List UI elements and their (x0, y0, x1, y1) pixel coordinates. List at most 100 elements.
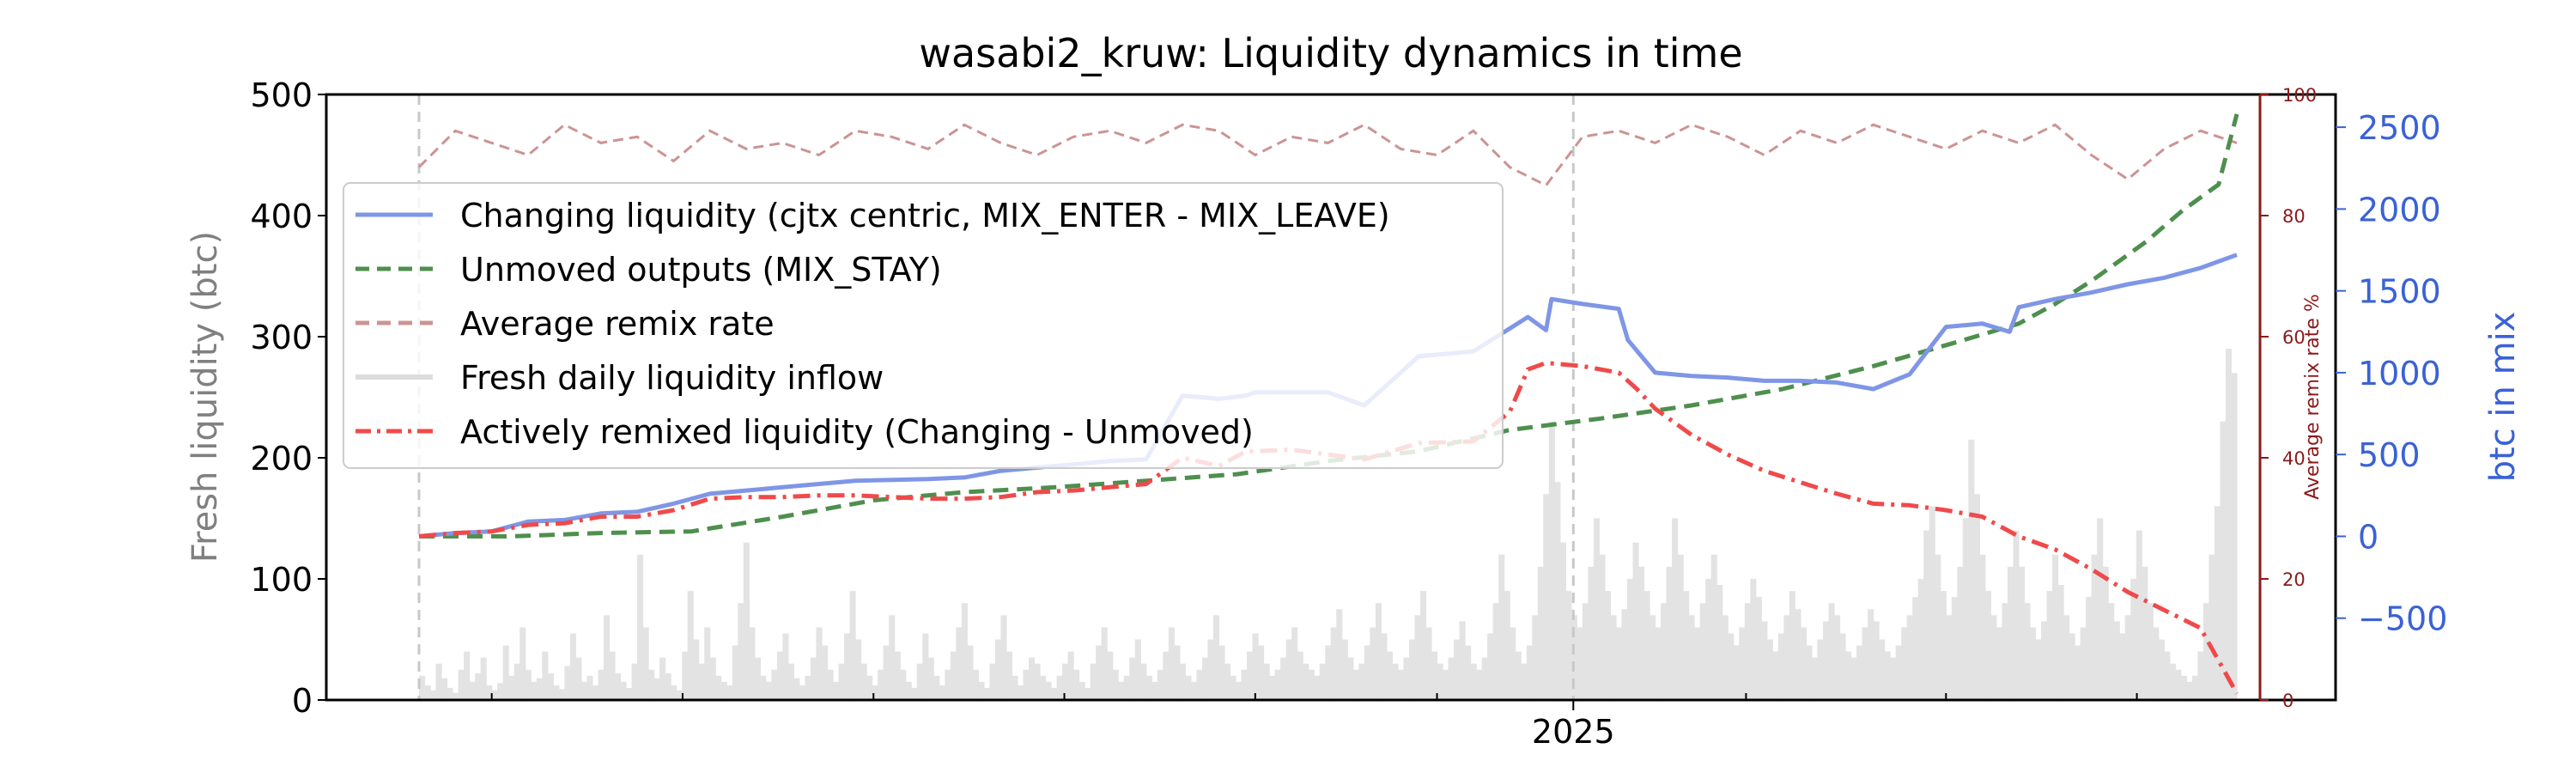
inflow-bar (676, 690, 683, 700)
left-axis-label: Fresh liquidity (btc) (185, 231, 225, 563)
inflow-bar (2086, 597, 2093, 700)
inflow-bar (2029, 627, 2037, 700)
inflow-bar (911, 687, 918, 700)
mix-axis-tick-label: 1000 (2358, 355, 2441, 393)
inflow-bar (883, 645, 890, 700)
inflow-bar (866, 675, 873, 700)
inflow-bar (1073, 669, 1080, 700)
inflow-bar (2142, 566, 2148, 700)
inflow-bar (1230, 675, 1236, 700)
inflow-bar (1537, 566, 1544, 700)
inflow-bar (2197, 651, 2204, 700)
inflow-bar (441, 678, 448, 700)
inflow-bar (1314, 675, 1321, 700)
inflow-bar (1906, 615, 1913, 700)
inflow-bar (983, 687, 991, 700)
inflow-bar (1448, 657, 1455, 700)
inflow-bar (833, 681, 840, 700)
inflow-bar (838, 663, 845, 700)
inflow-bar (1772, 651, 1779, 700)
fresh-inflow-bars (419, 349, 2238, 700)
inflow-bar (765, 681, 772, 700)
inflow-bar (1526, 645, 1533, 700)
remix-axis-tick-label: 80 (2282, 206, 2306, 227)
inflow-bar (1806, 645, 1813, 700)
inflow-bar (2035, 639, 2042, 700)
inflow-bar (653, 678, 660, 700)
inflow-bar (2208, 554, 2215, 700)
inflow-bar (1212, 615, 1220, 700)
inflow-bar (810, 657, 817, 700)
inflow-bar (464, 651, 471, 700)
inflow-bar (860, 663, 867, 700)
inflow-bar (2214, 506, 2221, 700)
inflow-bar (1890, 657, 1897, 700)
inflow-bar (497, 683, 504, 700)
inflow-bar (1755, 597, 1762, 700)
inflow-bar (950, 651, 957, 700)
inflow-bar (1935, 554, 1941, 700)
inflow-bar (849, 591, 856, 700)
inflow-bar (1750, 579, 1757, 700)
inflow-bar (1666, 566, 1673, 700)
inflow-bar (2191, 675, 2198, 700)
inflow-bar (1386, 651, 1394, 700)
inflow-bar (1638, 566, 1645, 700)
inflow-bar (502, 645, 509, 700)
inflow-bar (1571, 615, 1577, 700)
inflow-bar (1403, 657, 1410, 700)
mix-axis-tick-label: 1500 (2358, 273, 2441, 311)
inflow-bar (1375, 603, 1382, 700)
inflow-bar (1078, 681, 1085, 700)
inflow-bar (1487, 633, 1494, 700)
inflow-bar (1056, 675, 1063, 700)
inflow-bar (872, 685, 878, 700)
inflow-bar (2102, 566, 2109, 700)
inflow-bar (1492, 603, 1499, 700)
inflow-bar (2158, 639, 2165, 700)
inflow-bar (1157, 669, 1163, 700)
inflow-bar (1067, 651, 1074, 700)
legend-label: Average remix rate (460, 305, 775, 343)
inflow-bar (1454, 639, 1461, 700)
inflow-bar (1040, 675, 1047, 700)
inflow-bar (889, 615, 896, 700)
inflow-bar (1996, 627, 2003, 700)
inflow-bar (508, 675, 515, 700)
legend-label: Unmoved outputs (MIX_STAY) (460, 251, 942, 289)
inflow-bar (1554, 482, 1561, 700)
inflow-bar (1414, 615, 1421, 700)
inflow-bar (2220, 421, 2227, 700)
inflow-bar (787, 663, 795, 700)
inflow-bar (1285, 639, 1292, 700)
inflow-bar (1392, 663, 1399, 700)
inflow-bar (1308, 669, 1315, 700)
inflow-bar (1084, 687, 1091, 700)
mix-axis-tick-label: 2000 (2358, 191, 2441, 228)
inflow-bar (1303, 663, 1309, 700)
mix-axis-tick-label: 500 (2358, 436, 2421, 474)
inflow-bar (2164, 651, 2171, 700)
inflow-bar (1968, 439, 1975, 700)
inflow-bar (749, 627, 756, 700)
inflow-bar (1543, 494, 1550, 700)
x-axis: 2025 (490, 693, 2138, 751)
inflow-bar (475, 673, 482, 700)
inflow-bar (2002, 603, 2008, 700)
inflow-bar (513, 663, 520, 700)
inflow-bar (2153, 627, 2160, 700)
inflow-bar (2169, 663, 2176, 700)
inflow-bar (614, 673, 622, 700)
btc-in-mix-axis: −500 0 500 1000 1500 2000 2500 (2336, 109, 2447, 638)
inflow-bar (648, 669, 655, 700)
inflow-bar (1610, 615, 1617, 700)
inflow-bar (1677, 554, 1684, 700)
inflow-bar (569, 633, 576, 700)
inflow-bar (989, 663, 996, 700)
inflow-bar (659, 657, 666, 700)
inflow-bar (1510, 627, 1516, 700)
inflow-bar (1912, 597, 1919, 700)
inflow-bar (1330, 627, 1337, 700)
inflow-bar (1929, 506, 1935, 700)
inflow-bar (558, 689, 565, 700)
